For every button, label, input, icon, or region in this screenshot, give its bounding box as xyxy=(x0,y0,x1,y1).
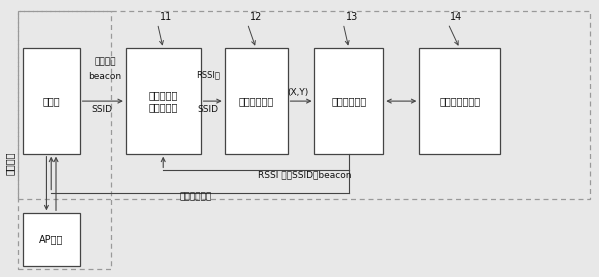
Bar xyxy=(23,48,80,154)
Text: SSID: SSID xyxy=(91,105,113,114)
Text: 基本定位信
息处理单元: 基本定位信 息处理单元 xyxy=(149,90,178,112)
Bar xyxy=(18,11,590,199)
Text: 基本信息: 基本信息 xyxy=(5,152,14,175)
Text: 修正定位结果: 修正定位结果 xyxy=(180,192,212,201)
Text: 12: 12 xyxy=(250,12,262,22)
Bar xyxy=(419,48,500,154)
Text: RSSI 值、SSID、beacon: RSSI 值、SSID、beacon xyxy=(258,170,351,179)
Text: 方向性信息单元: 方向性信息单元 xyxy=(439,96,480,106)
Text: SSID: SSID xyxy=(197,105,219,114)
Bar xyxy=(225,48,288,154)
Bar xyxy=(23,213,80,266)
Text: 修正定位单元: 修正定位单元 xyxy=(331,96,367,106)
Bar xyxy=(18,11,111,269)
Text: RSSI值: RSSI值 xyxy=(196,70,220,79)
Text: 初步定位单元: 初步定位单元 xyxy=(238,96,274,106)
Bar xyxy=(126,48,201,154)
Text: 13: 13 xyxy=(346,12,358,22)
Bar xyxy=(314,48,383,154)
Text: 14: 14 xyxy=(450,12,462,22)
Text: beacon: beacon xyxy=(88,72,122,81)
Text: 11: 11 xyxy=(160,12,172,22)
Text: (X,Y): (X,Y) xyxy=(287,88,308,97)
Text: 测量点: 测量点 xyxy=(43,96,60,106)
Text: AP节点: AP节点 xyxy=(39,235,63,245)
Text: 传输信号: 传输信号 xyxy=(94,58,116,67)
